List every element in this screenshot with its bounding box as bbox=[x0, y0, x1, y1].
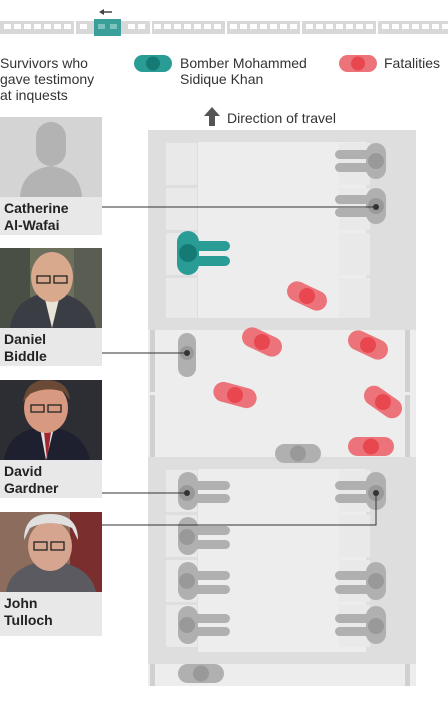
first-name: David bbox=[4, 463, 43, 479]
survivor-markers bbox=[102, 204, 379, 526]
passenger-figure bbox=[335, 143, 386, 179]
passenger-figure bbox=[335, 562, 386, 600]
direction-arrow-icon bbox=[204, 107, 220, 126]
photo-john bbox=[0, 512, 102, 592]
last-name: Biddle bbox=[4, 348, 47, 364]
fatality-figure bbox=[287, 281, 327, 311]
photo-catherine bbox=[0, 117, 102, 197]
legend-survivors-label: Survivors who gave testimony at inquests bbox=[0, 55, 95, 103]
first-name: John bbox=[4, 595, 38, 611]
fatality-figure bbox=[363, 385, 403, 419]
train-overview bbox=[0, 9, 448, 36]
passenger-figure bbox=[335, 606, 386, 644]
passenger-figure bbox=[178, 562, 230, 600]
small-arrow-left-icon bbox=[99, 9, 112, 15]
first-name: Daniel bbox=[4, 331, 47, 347]
legend-bomber-label: Bomber Mohammed Sidique Khan bbox=[180, 55, 307, 87]
passenger-figure bbox=[335, 188, 386, 224]
last-name: Al-Wafai bbox=[4, 217, 60, 233]
passenger-figure bbox=[178, 606, 230, 644]
legend-fatalities-label: Fatalities bbox=[384, 55, 441, 71]
passenger-figure bbox=[275, 444, 321, 463]
direction-label: Direction of travel bbox=[227, 110, 336, 126]
survivor-name-daniel: Daniel Biddle bbox=[0, 328, 102, 366]
fatality-legend-icon bbox=[339, 55, 377, 72]
photo-daniel bbox=[0, 248, 102, 328]
photo-david bbox=[0, 380, 102, 460]
connector-line bbox=[102, 493, 377, 526]
passenger-figure bbox=[178, 517, 230, 555]
survivor-name-david: David Gardner bbox=[0, 460, 102, 498]
survivor-name-catherine: Catherine Al-Wafai bbox=[0, 197, 102, 235]
bomber-figure bbox=[177, 231, 230, 275]
last-name: Tulloch bbox=[4, 612, 53, 628]
last-name: Gardner bbox=[4, 480, 59, 496]
fatality-figure bbox=[242, 327, 282, 357]
fatality-figure bbox=[213, 381, 257, 409]
passenger-figure bbox=[178, 664, 224, 683]
fatality-figure bbox=[348, 437, 394, 456]
survivor-name-john: John Tulloch bbox=[0, 592, 102, 636]
bomber-legend-icon bbox=[134, 55, 172, 72]
first-name: Catherine bbox=[4, 200, 69, 216]
fatality-figure bbox=[348, 330, 388, 360]
highlighted-carriage bbox=[94, 19, 121, 36]
passenger-figure bbox=[335, 472, 386, 510]
fatalities bbox=[213, 281, 403, 456]
